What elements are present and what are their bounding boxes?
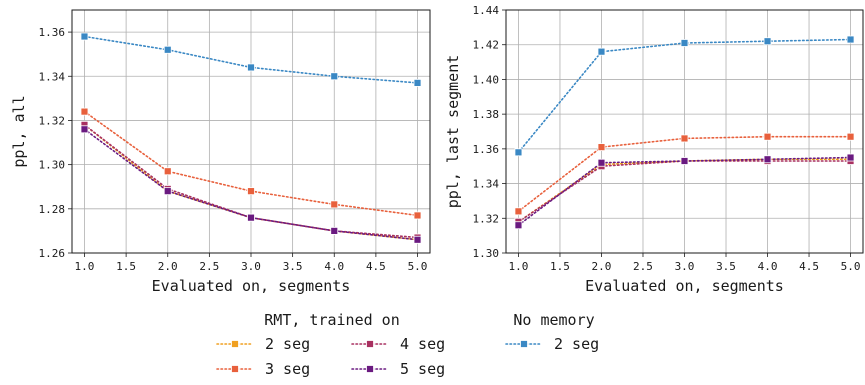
left-ytick-label: 1.28	[39, 203, 66, 216]
legend-marker-0	[231, 340, 239, 348]
right-xtick-label: 3.5	[716, 260, 736, 273]
right-series-point-3	[680, 157, 689, 165]
right-series-point-3	[763, 155, 772, 164]
right-series-point-4	[680, 39, 689, 47]
right-xtick-label: 4.0	[758, 260, 778, 273]
right-xtick-label: 2.0	[592, 260, 612, 273]
right-ytick-label: 1.40	[473, 73, 500, 86]
right-series-point-1	[763, 132, 772, 141]
legend-marker-2	[366, 340, 374, 348]
left-series-point-1	[330, 200, 339, 209]
left-series-point-1	[163, 167, 172, 176]
right-series-point-3	[846, 153, 855, 162]
left-series-point-3	[163, 187, 172, 196]
left-series-point-1	[80, 107, 89, 116]
right-xtick-label: 3.0	[675, 260, 695, 273]
right-series-point-1	[597, 143, 606, 152]
right-series-point-1	[680, 134, 689, 143]
left-ytick-label: 1.36	[39, 26, 66, 39]
right-ytick-label: 1.30	[473, 247, 500, 260]
legend-marker-3	[366, 365, 374, 373]
right-series-line-2	[517, 160, 852, 223]
right-ytick-label: 1.36	[473, 143, 500, 156]
left-xtick-label: 2.0	[158, 260, 178, 273]
left-ylabel: ppl, all	[10, 95, 28, 167]
legend-title-rmt: RMT, trained on	[264, 311, 399, 329]
right-panel: 1.0 1.5 2.0 2.5 3.0 3.5 4.0 4.5 5.0 1.30 1.32 1.34 1…	[444, 4, 864, 295]
left-ytick-label: 1.34	[39, 70, 66, 83]
right-series-point-4	[514, 148, 523, 157]
legend: RMT, trained on No memory 2 seg 3 seg 4 seg 5…	[216, 311, 599, 378]
left-series-point-4	[80, 32, 89, 41]
left-series-point-3	[330, 227, 339, 235]
left-series-line-3	[83, 128, 419, 241]
legend-label-3: 5 seg	[400, 360, 445, 378]
right-ytick-label: 1.44	[473, 4, 500, 17]
right-series-point-4	[846, 35, 855, 44]
left-axes-frame	[71, 9, 431, 254]
left-series-point-4	[247, 63, 255, 72]
left-xtick-label: 3.5	[283, 260, 303, 273]
right-ytick-label: 1.32	[473, 212, 500, 225]
right-xtick-label: 5.0	[841, 260, 861, 273]
legend-label-2: 4 seg	[400, 335, 445, 353]
left-series-point-3	[413, 235, 422, 244]
right-axes-frame	[505, 9, 864, 254]
right-ylabel: ppl, last segment	[444, 55, 462, 209]
right-ytick-label: 1.34	[473, 178, 500, 191]
left-series-point-3	[80, 125, 89, 134]
right-series-point-1	[846, 132, 855, 141]
left-panel: 1.0 1.5 2.0 2.5 3.0 3.5 4.0 4.5 5.0 1.26 1.28 1.30 1…	[10, 9, 431, 295]
left-ytick-label: 1.30	[39, 159, 66, 172]
right-ytick-label: 1.38	[473, 108, 500, 121]
left-series-point-1	[247, 187, 255, 196]
right-series-point-4	[763, 37, 772, 46]
legend-marker-4	[520, 340, 528, 348]
left-series-point-4	[163, 45, 172, 54]
legend-label-1: 3 seg	[265, 360, 310, 378]
left-series-point-4	[413, 79, 422, 87]
right-xtick-label: 1.5	[550, 260, 570, 273]
right-series-point-3	[597, 158, 606, 167]
left-xlabel: Evaluated on, segments	[152, 277, 351, 295]
legend-title-no-memory: No memory	[513, 311, 594, 329]
right-xlabel: Evaluated on, segments	[585, 277, 784, 295]
legend-label-4: 2 seg	[554, 335, 599, 353]
right-xtick-label: 4.5	[799, 260, 819, 273]
right-xtick-label: 2.5	[633, 260, 653, 273]
left-series-point-4	[330, 72, 339, 81]
left-series-point-3	[247, 213, 255, 222]
left-xtick-label: 5.0	[408, 260, 428, 273]
legend-marker-1	[231, 365, 239, 373]
left-ytick-label: 1.26	[39, 247, 66, 260]
left-xtick-label: 4.5	[366, 260, 386, 273]
legend-label-0: 2 seg	[265, 335, 310, 353]
left-xtick-label: 3.0	[241, 260, 261, 273]
right-series-point-4	[597, 47, 606, 56]
right-ytick-label: 1.42	[473, 39, 500, 52]
left-xtick-label: 1.0	[75, 260, 95, 273]
left-series-point-1	[413, 211, 422, 220]
left-xtick-label: 2.5	[199, 260, 219, 273]
left-xtick-label: 4.0	[324, 260, 344, 273]
right-xtick-label: 1.0	[509, 260, 529, 273]
right-series-point-3	[514, 221, 523, 230]
right-series-line-3	[517, 156, 852, 226]
right-series-point-1	[514, 207, 523, 216]
left-xtick-label: 1.5	[116, 260, 136, 273]
left-ytick-label: 1.32	[39, 114, 66, 127]
